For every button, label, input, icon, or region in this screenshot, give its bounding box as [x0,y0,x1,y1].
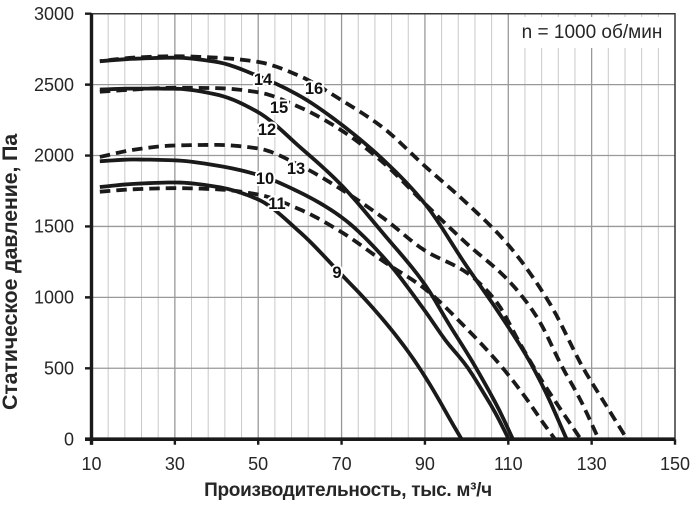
svg-text:13: 13 [287,160,305,178]
svg-text:110: 110 [494,454,523,474]
svg-text:150: 150 [660,454,690,474]
svg-text:16: 16 [305,80,323,98]
svg-text:12: 12 [258,121,276,139]
svg-text:Статическое давление, Па: Статическое давление, Па [0,133,22,410]
svg-text:70: 70 [332,454,352,474]
svg-text:15: 15 [270,99,288,117]
svg-text:10: 10 [81,454,101,474]
svg-text:50: 50 [248,454,268,474]
svg-text:14: 14 [254,71,273,89]
svg-text:500: 500 [44,359,74,379]
svg-text:10: 10 [256,170,274,188]
svg-text:Производительность, тыс. м³/ч: Производительность, тыс. м³/ч [204,480,492,501]
svg-text:9: 9 [332,264,341,282]
svg-text:2500: 2500 [34,75,74,95]
svg-text:130: 130 [577,454,607,474]
svg-text:0: 0 [64,429,74,449]
svg-text:1000: 1000 [34,288,74,308]
svg-text:11: 11 [268,195,285,213]
svg-text:90: 90 [415,454,435,474]
svg-text:2000: 2000 [34,146,74,166]
svg-text:1500: 1500 [34,217,74,237]
svg-text:3000: 3000 [34,4,74,24]
svg-text:30: 30 [165,454,185,474]
svg-text:n = 1000 об/мин: n = 1000 об/мин [522,22,663,43]
